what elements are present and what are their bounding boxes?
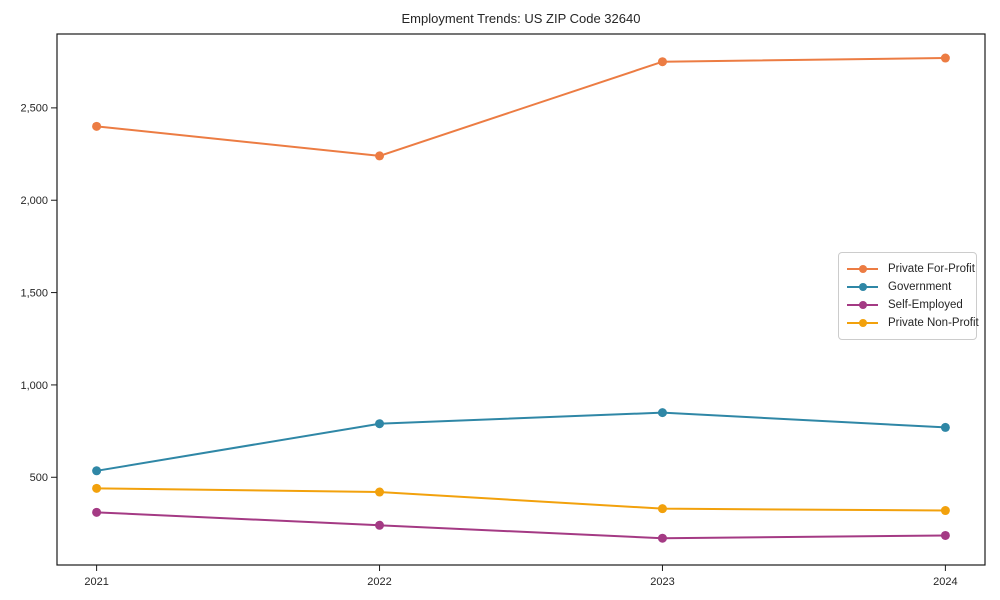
x-tick-label: 2021 (84, 576, 108, 588)
y-tick-label: 2,500 (20, 103, 48, 115)
series-government (92, 408, 950, 476)
data-point-private-for-profit-2023 (657, 57, 667, 67)
data-point-private-non-profit-2023 (657, 504, 667, 514)
series-self-employed (92, 507, 950, 543)
y-tick-label: 1,500 (20, 287, 48, 299)
data-point-government-2022 (375, 419, 385, 429)
legend-label: Self-Employed (888, 299, 963, 311)
data-point-government-2024 (940, 422, 950, 432)
legend-line-dot-marker (847, 283, 878, 291)
chart-title: Employment Trends: US ZIP Code 32640 (401, 11, 641, 26)
y-tick-label: 1,000 (20, 380, 48, 392)
legend-line-dot-marker (847, 301, 878, 309)
data-point-private-for-profit-2024 (940, 53, 950, 63)
data-point-private-non-profit-2021 (92, 483, 102, 493)
series-line-government (96, 411, 946, 472)
legend-item-private-for-profit: Private For-Profit (847, 260, 975, 278)
legend-label: Private Non-Profit (888, 317, 979, 329)
legend-label: Government (888, 281, 952, 293)
chart-legend: Private For-Profit Government Self-Employe… (838, 252, 979, 340)
x-axis: 2021 2022 2023 2024 (84, 565, 958, 588)
legend-line-dot-marker (847, 319, 878, 327)
data-point-private-for-profit-2021 (92, 121, 102, 131)
plot-area (56, 33, 986, 566)
data-point-self-employed-2023 (657, 533, 667, 543)
data-point-government-2023 (657, 408, 667, 418)
series-private-non-profit (92, 483, 950, 516)
data-point-government-2021 (92, 466, 102, 476)
x-tick-label: 2024 (933, 576, 957, 588)
y-tick-label: 500 (30, 472, 48, 484)
series-line-self-employed (96, 511, 946, 540)
data-point-private-non-profit-2024 (940, 506, 950, 516)
series-line-private-non-profit (96, 487, 946, 512)
data-point-private-non-profit-2022 (375, 487, 385, 497)
data-point-private-for-profit-2022 (375, 151, 385, 161)
data-point-self-employed-2021 (92, 507, 102, 517)
legend-item-private-non-profit: Private Non-Profit (847, 314, 979, 332)
legend-item-self-employed: Self-Employed (847, 296, 968, 314)
x-tick-label: 2023 (650, 576, 674, 588)
y-axis: 500 1,000 1,500 2,000 2,500 (20, 103, 57, 484)
y-tick-label: 2,000 (20, 195, 48, 207)
legend-line-dot-marker (847, 265, 878, 273)
x-tick-label: 2022 (367, 576, 391, 588)
data-point-self-employed-2022 (375, 520, 385, 530)
series-line-private-for-profit (96, 57, 946, 157)
data-point-self-employed-2024 (940, 530, 950, 540)
legend-label: Private For-Profit (888, 263, 975, 275)
legend-item-government: Government (847, 278, 968, 296)
series-private-for-profit (92, 53, 950, 161)
